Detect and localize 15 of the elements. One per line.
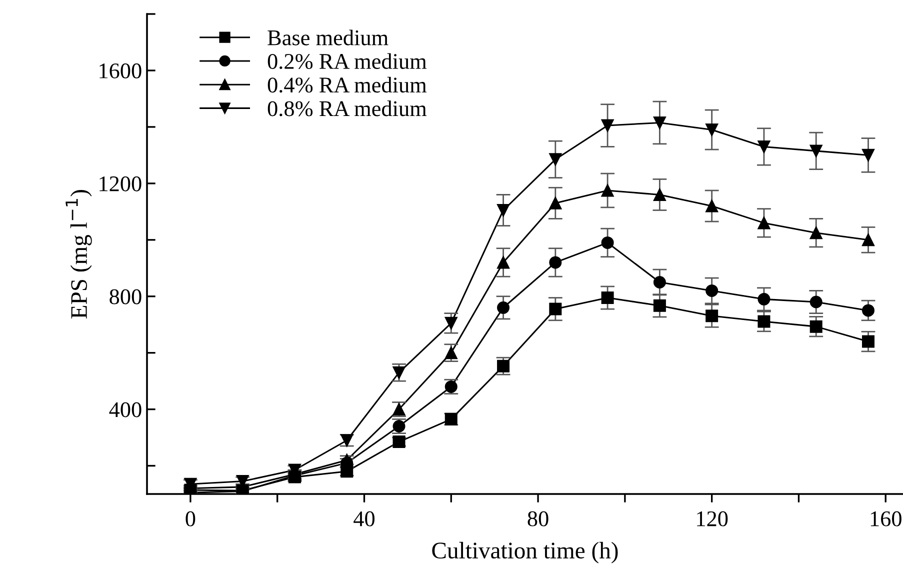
y-tick-label: 800 <box>110 289 142 304</box>
y-axis-title: EPS (mg l$^{−1}$) <box>66 190 92 318</box>
legend-label: 0.2% RA medium <box>268 53 427 70</box>
x-axis-title: Cultivation time (h) <box>432 542 618 564</box>
x-tick-label: 160 <box>870 511 902 526</box>
y-tick-label: 1200 <box>100 176 142 192</box>
y-tick-label: 400 <box>109 402 142 418</box>
legend-label: Base medium <box>268 30 388 46</box>
x-tick-label: 0 <box>186 511 196 526</box>
x-tick-label: 40 <box>354 511 375 526</box>
y-tick-label: 1600 <box>100 63 142 78</box>
x-tick-label: 80 <box>528 511 548 526</box>
legend-label: 0.4% RA medium <box>268 76 427 93</box>
legend-label: 0.8% RA medium <box>268 100 427 116</box>
x-tick-label: 120 <box>697 511 728 526</box>
